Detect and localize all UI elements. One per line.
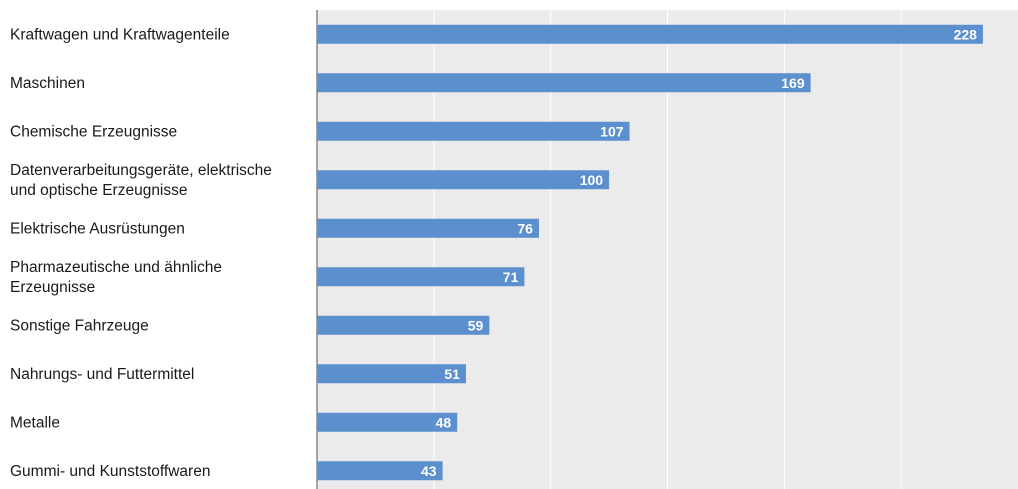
bar-value-label: 59 — [468, 317, 484, 333]
category-label: Chemische Erzeugnisse — [10, 123, 177, 140]
category-label: Elektrische Ausrüstungen — [10, 220, 185, 237]
bar-value-label: 76 — [517, 220, 533, 236]
category-label: Metalle — [10, 414, 60, 431]
category-label: Kraftwagen und Kraftwagenteile — [10, 26, 230, 43]
bar-value-label: 228 — [954, 26, 978, 42]
bar-value-label: 169 — [781, 75, 805, 91]
bar-value-label: 51 — [444, 366, 460, 382]
bar-value-label: 100 — [580, 172, 604, 188]
category-label: Pharmazeutische und ähnliche Erzeugnisse — [10, 259, 222, 296]
category-labels: Kraftwagen und Kraftwagenteile Maschinen C… — [10, 26, 272, 480]
bar — [317, 25, 983, 44]
category-label: Nahrungs- und Futtermittel — [10, 366, 194, 383]
bar — [317, 267, 524, 286]
bar — [317, 219, 539, 238]
bar — [317, 170, 609, 189]
bar — [317, 73, 811, 92]
category-label: Gummi- und Kunststoffwaren — [10, 463, 210, 480]
category-label: Sonstige Fahrzeuge — [10, 317, 149, 334]
category-label: Datenverarbeitungsgeräte, elektrische und… — [10, 162, 272, 199]
category-label: Maschinen — [10, 75, 85, 92]
bar-value-label: 107 — [600, 123, 624, 139]
bar-value-label: 48 — [436, 414, 452, 430]
bar — [317, 316, 489, 335]
bar-value-label: 43 — [421, 463, 437, 479]
bar — [317, 122, 630, 141]
bar-value-label: 71 — [503, 269, 519, 285]
